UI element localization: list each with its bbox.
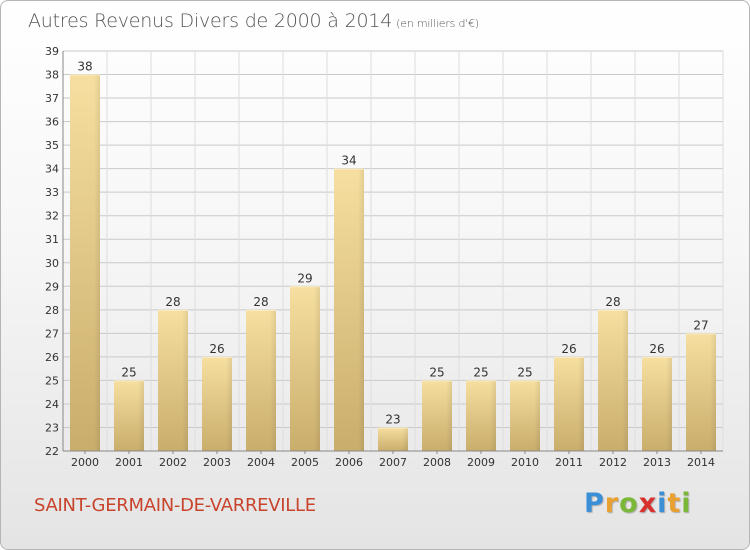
bar-shade [314, 286, 320, 451]
y-tick-label: 32 [45, 210, 59, 223]
bar-shade [402, 427, 408, 451]
x-tick-label-2005: 2005 [291, 456, 319, 469]
y-tick-label: 36 [45, 116, 59, 129]
y-tick-label: 22 [45, 445, 59, 458]
bar-shade [622, 309, 628, 451]
x-tick-label-2010: 2010 [511, 456, 539, 469]
x-tick-label-2006: 2006 [335, 456, 363, 469]
y-tick-label: 33 [45, 186, 59, 199]
logo-letter: o [619, 488, 639, 519]
logo-letter: i [657, 488, 668, 519]
y-tick-label: 26 [45, 351, 59, 364]
logo-letter: r [604, 488, 620, 519]
bar-shade [138, 380, 144, 451]
logo-letter: x [638, 488, 658, 519]
y-tick-label: 31 [45, 233, 59, 246]
x-tick-label-2004: 2004 [247, 456, 275, 469]
axis-layer: 22 23 24 25 26 27 28 29 30 31 32 33 34 35 36 37 38 39 38 20… [45, 45, 723, 469]
value-label-2009: 25 [473, 365, 488, 379]
value-label-2001: 25 [121, 365, 136, 379]
y-tick-label: 39 [45, 45, 59, 58]
value-label-2012: 28 [605, 295, 620, 309]
value-label-2014: 27 [693, 318, 708, 332]
x-tick-label-2009: 2009 [467, 456, 495, 469]
value-label-2007: 23 [385, 412, 400, 426]
y-tick-label: 25 [45, 374, 59, 387]
y-tick-label: 28 [45, 304, 59, 317]
x-tick-label-2002: 2002 [159, 456, 187, 469]
value-label-2008: 25 [429, 365, 444, 379]
x-tick-label-2008: 2008 [423, 456, 451, 469]
x-tick-label-2007: 2007 [379, 456, 407, 469]
bar-shade [446, 380, 452, 451]
value-label-2006: 34 [341, 154, 356, 168]
x-tick-label-2000: 2000 [71, 456, 99, 469]
bar-shade [490, 380, 496, 451]
x-tick-label-2014: 2014 [687, 456, 715, 469]
value-label-2010: 25 [517, 365, 532, 379]
logo-letter: P [584, 488, 605, 519]
bar-layer [70, 74, 716, 451]
proxiti-logo[interactable]: Proxiti [584, 488, 692, 519]
title-text: Autres Revenus Divers de 2000 à 2014 [28, 10, 393, 32]
bar-shade [666, 356, 672, 451]
y-tick-label: 23 [45, 421, 59, 434]
bar-shade [710, 333, 716, 451]
bar-shade [94, 74, 100, 451]
y-tick-label: 24 [45, 398, 59, 411]
value-label-2004: 28 [253, 295, 268, 309]
x-tick-label-2001: 2001 [115, 456, 143, 469]
value-label-2011: 26 [561, 342, 576, 356]
value-label-2013: 26 [649, 342, 664, 356]
value-label-2003: 26 [209, 342, 224, 356]
logo-letter: t [667, 488, 682, 519]
y-tick-label: 30 [45, 257, 59, 270]
bar-shade [182, 309, 188, 451]
value-label-2000: 38 [77, 60, 92, 74]
bar-2007 [378, 427, 408, 451]
bar-shade [270, 309, 276, 451]
bar-shade [358, 168, 364, 451]
x-tick-label-2012: 2012 [599, 456, 627, 469]
y-tick-label: 29 [45, 280, 59, 293]
chart-subtitle: (en milliers d'€) [396, 17, 480, 30]
bar-shade [226, 356, 232, 451]
bar-shade [534, 380, 540, 451]
y-tick-label: 37 [45, 92, 59, 105]
y-tick-label: 27 [45, 327, 59, 340]
commune-name: SAINT-GERMAIN-DE-VARREVILLE [34, 495, 316, 516]
x-tick-label-2003: 2003 [203, 456, 231, 469]
x-tick-label-2013: 2013 [643, 456, 671, 469]
bar-shade [578, 356, 584, 451]
chart-title: Autres Revenus Divers de 2000 à 2014 (en … [28, 10, 479, 32]
value-label-2002: 28 [165, 295, 180, 309]
y-tick-label: 34 [45, 163, 59, 176]
x-tick-label-2011: 2011 [555, 456, 583, 469]
y-tick-label: 38 [45, 69, 59, 82]
logo-letter: i [681, 488, 692, 519]
y-tick-label: 35 [45, 139, 59, 152]
value-label-2005: 29 [297, 271, 312, 285]
